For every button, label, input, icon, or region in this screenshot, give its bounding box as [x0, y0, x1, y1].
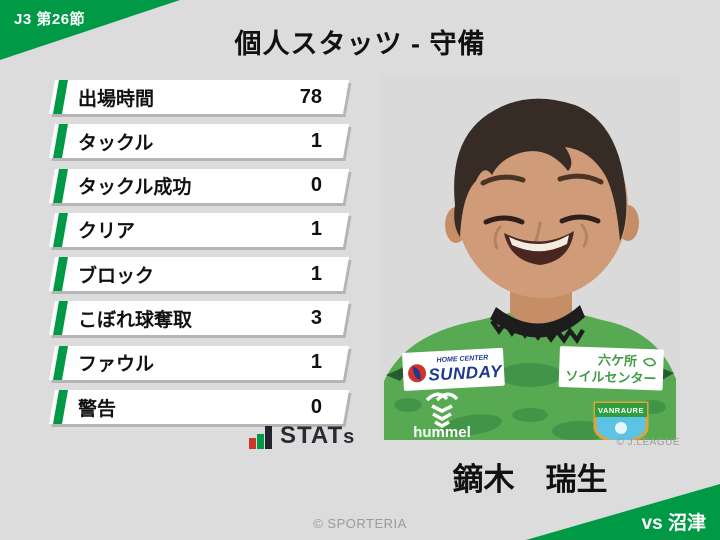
sponsor-secondary-line2: ソイルセンター	[565, 368, 656, 386]
sponsor-patch-secondary: 六ケ所 ソイルセンター	[558, 346, 664, 391]
stat-label: タックル成功	[78, 177, 192, 199]
stat-row-loose-ball-recoveries: こぼれ球奪取 3	[49, 301, 349, 336]
player-illustration: HOME CENTER SUNDAY 六ケ所 ソイルセンター hu	[380, 75, 680, 445]
stats-logo-bar-green-icon	[257, 434, 264, 449]
page-title: 個人スタッツ - 守備	[234, 29, 486, 59]
sponsor-primary-main-text: SUNDAY	[428, 362, 504, 385]
footer-credit: © SPORTERIA	[313, 516, 407, 531]
smile-creases	[493, 223, 589, 250]
stat-value: 1	[310, 262, 322, 285]
stat-value: 3	[310, 306, 322, 329]
stat-label: クリア	[78, 221, 136, 243]
sponsor-primary-top-text: HOME CENTER	[436, 354, 488, 364]
crest-text: VANRAURE	[598, 406, 644, 415]
player-photo: HOME CENTER SUNDAY 六ケ所 ソイルセンター hu	[380, 75, 680, 445]
stats-logo-bar-red-icon	[249, 438, 256, 449]
stat-row-playing-time: 出場時間 78	[49, 80, 349, 114]
round-badge-label: J3 第26節	[14, 11, 86, 28]
brand-logo-hummel: hummel	[413, 392, 471, 441]
player-head	[445, 98, 639, 298]
stat-row-clearances: クリア 1	[49, 212, 349, 247]
photo-credit: © J.LEAGUE	[616, 437, 680, 448]
stat-row-yellow-cards: 警告 0	[49, 390, 349, 425]
right-eye	[559, 214, 601, 224]
sponsor-patch-primary: HOME CENTER SUNDAY	[402, 347, 505, 391]
stat-row-blocks: ブロック 1	[49, 257, 349, 292]
stat-label: ブロック	[78, 265, 155, 287]
stat-label: タックル	[78, 132, 154, 154]
stat-value: 1	[310, 129, 322, 152]
stat-value: 0	[310, 395, 322, 418]
stat-label: 警告	[78, 398, 117, 420]
opponent-badge-corner: vs 沼津	[526, 484, 720, 540]
stat-value: 78	[299, 85, 322, 108]
right-eyebrow	[557, 173, 604, 185]
hummel-wordmark: hummel	[413, 424, 471, 440]
crest-ball-icon	[615, 422, 627, 434]
player-name: 鏑木 瑞生	[452, 462, 608, 497]
round-badge-corner: J3 第26節	[0, 0, 180, 60]
sponsor-secondary-line1: 六ケ所	[598, 352, 638, 368]
club-crest: VANRAURE	[593, 401, 649, 445]
jersey-collar	[490, 305, 585, 344]
smiling-mouth	[504, 231, 574, 265]
player-hair	[454, 98, 627, 241]
stats-logo-wordmark: STATs	[280, 424, 355, 449]
stats-brand-logo: STATs	[249, 424, 355, 449]
sponsor-secondary-swirl	[642, 357, 657, 367]
stat-row-fouls: ファウル 1	[49, 345, 349, 380]
stat-row-tackles: タックル 1	[49, 124, 349, 159]
stat-row-tackles-won: タックル成功 0	[49, 168, 349, 203]
hummel-bee-icon	[425, 392, 459, 429]
stats-logo-text-main: STAT	[280, 422, 344, 449]
stat-label: 出場時間	[78, 88, 155, 110]
stat-label: ファウル	[78, 354, 155, 376]
stat-value: 1	[310, 218, 322, 241]
opponent-badge-label: vs 沼津	[641, 513, 706, 534]
stats-logo-bar-dark-icon	[265, 426, 272, 449]
stat-label: こぼれ球奪取	[78, 309, 193, 331]
left-eye	[483, 215, 525, 225]
stats-logo-text-small: s	[343, 426, 356, 448]
left-eyebrow	[480, 174, 526, 186]
stat-value: 1	[310, 351, 322, 374]
stats-list: 出場時間 78 タックル 1 タックル成功 0 クリア 1 ブロック 1 こぼれ球奪取 3 …	[49, 80, 349, 425]
stat-value: 0	[310, 174, 322, 197]
